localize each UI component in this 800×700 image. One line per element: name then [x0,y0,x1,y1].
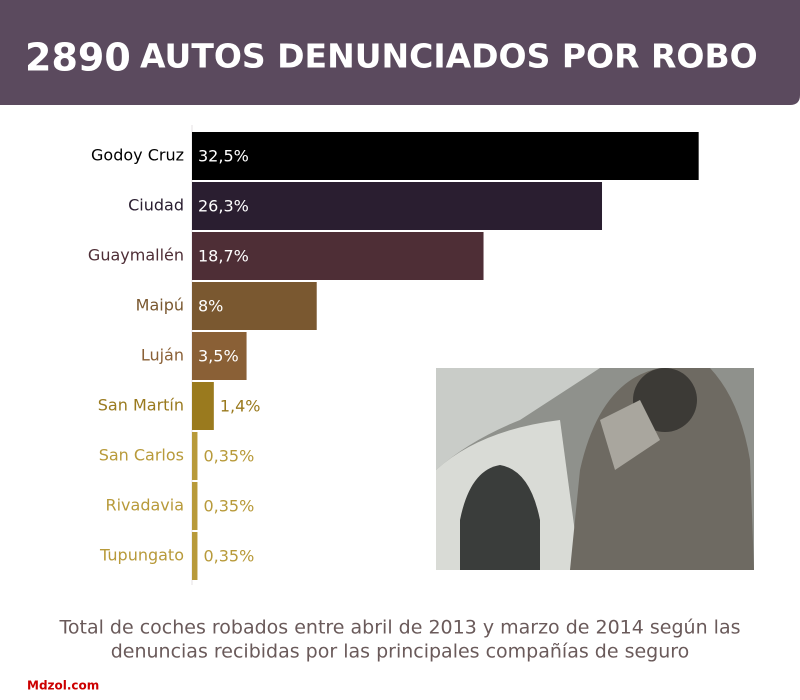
value-label: 0,35% [203,497,254,516]
bar [192,232,484,280]
bar [192,382,214,430]
value-label: 0,35% [203,447,254,466]
caption-line: denuncias recibidas por las principales … [111,641,690,663]
value-label: 32,5% [198,147,249,166]
y-tick-label: San Martín [98,396,184,415]
chart-title: AUTOS DENUNCIADOS POR ROBO [140,37,758,76]
header-band [0,0,800,105]
bar [192,532,198,580]
source: Mdzol.com [27,679,99,693]
photo [436,368,754,570]
y-tick-label: Ciudad [128,196,184,215]
y-tick-label: Luján [141,346,184,365]
y-tick-label: Maipú [136,296,184,315]
y-tick-label: San Carlos [99,446,184,465]
y-tick-label: Godoy Cruz [91,146,184,165]
value-label: 8% [198,297,223,316]
y-tick-label: Rivadavia [105,496,184,515]
caption-line: Total de coches robados entre abril de 2… [59,617,741,639]
value-label: 1,4% [220,397,261,416]
bar [192,332,247,380]
value-label: 3,5% [198,347,239,366]
y-tick-label: Guaymallén [88,246,184,265]
value-label: 26,3% [198,197,249,216]
bar [192,482,198,530]
bar [192,182,603,230]
title-number: 2890 [25,36,131,80]
value-label: 0,35% [203,547,254,566]
bar [192,282,317,330]
y-tick-label: Tupungato [99,546,184,565]
value-label: 18,7% [198,247,249,266]
bar [192,432,198,480]
bar [192,132,699,180]
